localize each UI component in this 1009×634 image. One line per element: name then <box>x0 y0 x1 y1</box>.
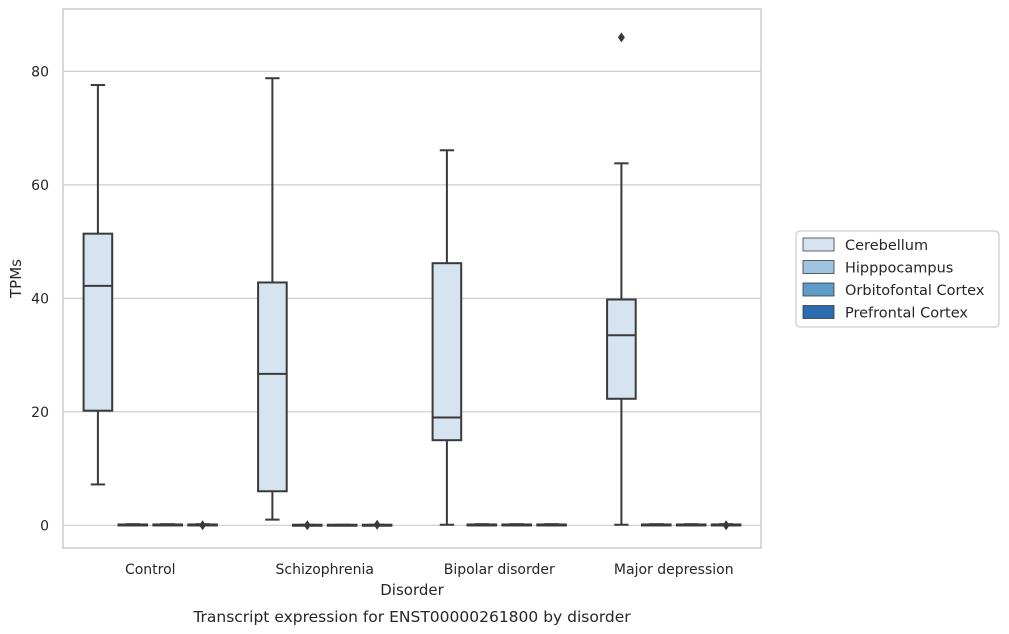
y-tick-label: 60 <box>31 178 49 194</box>
legend-swatch <box>802 305 835 319</box>
outlier-point <box>303 520 311 531</box>
x-tick-label: Schizophrenia <box>276 562 374 578</box>
outlier-point <box>617 32 625 43</box>
box-prefrontal-cortex <box>536 523 567 527</box>
outlier-point <box>199 520 207 531</box>
box-body <box>82 232 114 412</box>
legend-swatch <box>802 282 835 297</box>
box-hipppocampus <box>640 523 672 527</box>
box-orbitofontal-cortex <box>152 523 184 527</box>
legend-swatch <box>802 237 835 252</box>
x-tick-label: Bipolar disorder <box>444 562 555 578</box>
x-tick-label: Control <box>125 562 176 578</box>
y-axis-label: TPMs <box>7 259 25 299</box>
plot-area-frame <box>62 8 762 549</box>
legend-frame <box>795 230 1000 328</box>
legend-entry-label: Prefrontal Cortex <box>845 306 968 322</box>
outlier-point <box>722 520 730 531</box>
legend-swatch <box>802 260 835 274</box>
y-tick-label: 40 <box>31 291 49 307</box>
x-tick-label: Major depression <box>614 562 734 578</box>
chart-caption: Transcript expression for ENST0000026180… <box>192 608 631 626</box>
box-orbitofontal-cortex <box>675 523 707 527</box>
box-series <box>82 32 742 531</box>
y-tick-label: 20 <box>31 405 49 421</box>
box-cerebellum <box>82 84 114 486</box>
box-cerebellum <box>606 32 637 526</box>
y-tick-label: 80 <box>31 64 49 80</box>
legend: Cerebellum Hipppocampus Orbitofontal Corte… <box>795 230 1000 328</box>
box-orbitofontal-cortex <box>326 523 358 527</box>
box-body <box>257 281 288 493</box>
x-axis-ticks: Control Schizophrenia Bipolar disorder Majo… <box>125 562 734 578</box>
x-axis-label: Disorder <box>380 581 444 599</box>
box-cerebellum <box>257 77 288 521</box>
box-prefrontal-cortex <box>187 520 218 531</box>
outlier-point <box>373 519 381 530</box>
box-prefrontal-cortex <box>710 520 742 531</box>
box-body <box>431 262 463 442</box>
y-tick-label: 0 <box>40 518 49 534</box>
box-prefrontal-cortex <box>361 519 393 530</box>
box-orbitofontal-cortex <box>501 523 533 527</box>
box-hipppocampus <box>291 520 323 531</box>
legend-entry-label: Cerebellum <box>845 238 928 254</box>
legend-entry-label: Orbitofontal Cortex <box>845 283 985 299</box>
legend-entry-label: Hipppocampus <box>845 261 953 277</box>
box-cerebellum <box>431 149 463 526</box>
box-body <box>606 298 637 400</box>
box-hipppocampus <box>117 523 149 527</box>
box-hipppocampus <box>466 523 498 527</box>
y-axis-ticks: 0 20 40 60 80 <box>31 64 49 534</box>
gridlines <box>63 70 761 526</box>
